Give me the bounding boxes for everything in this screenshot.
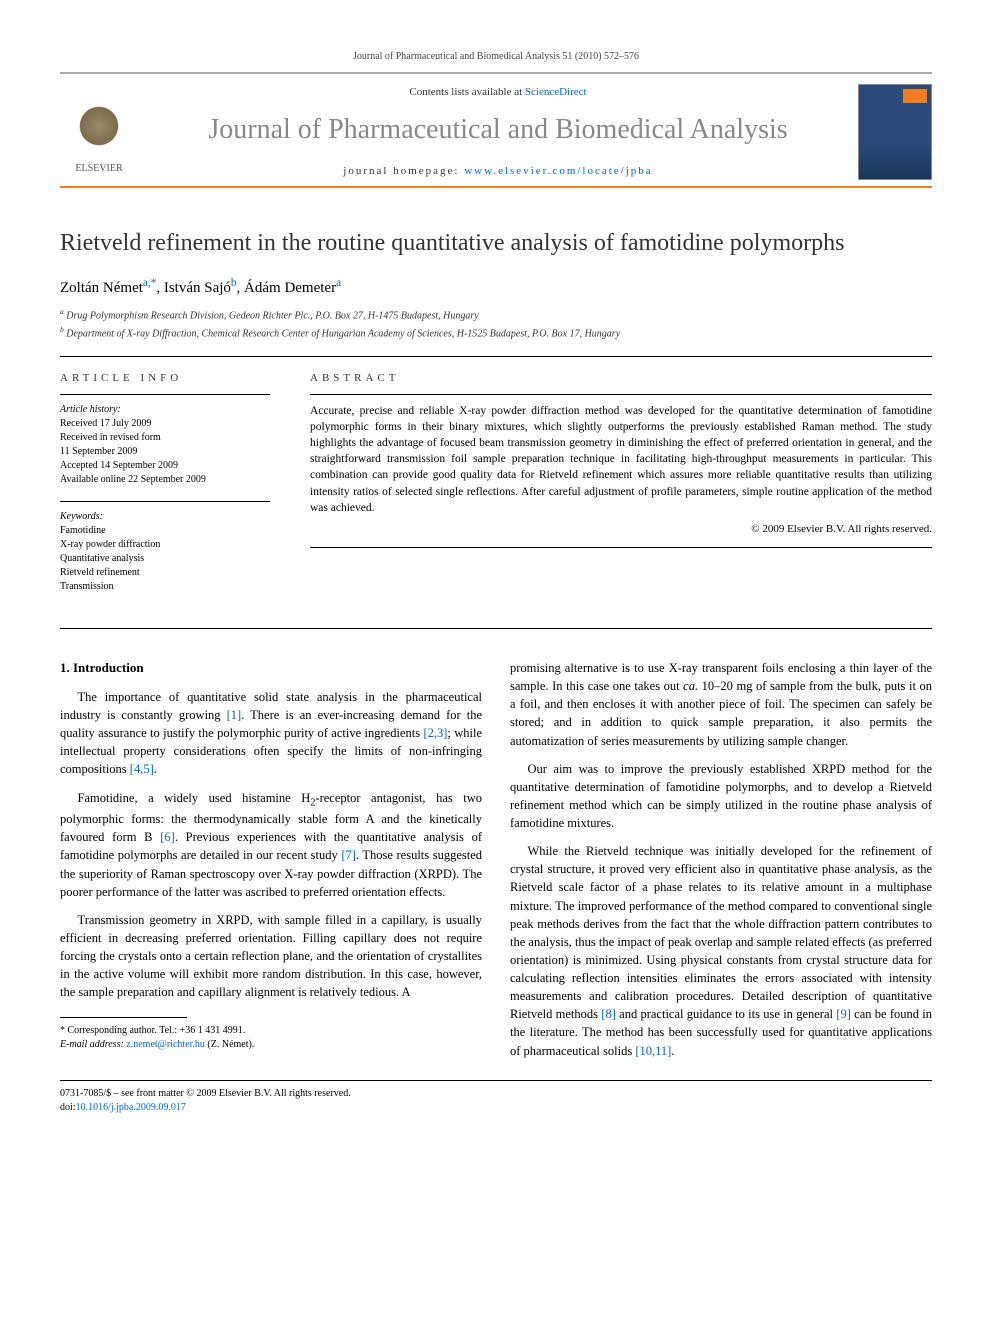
sciencedirect-link[interactable]: ScienceDirect — [525, 86, 587, 98]
journal-homepage-link[interactable]: www.elsevier.com/locate/jpba — [464, 165, 652, 177]
paragraph: While the Rietveld technique was initial… — [510, 842, 932, 1060]
article-info-head: article info — [60, 371, 270, 386]
divider — [60, 356, 932, 357]
keyword: Famotidine — [60, 525, 106, 536]
abstract-text: Accurate, precise and reliable X-ray pow… — [310, 403, 932, 516]
paragraph: promising alternative is to use X-ray tr… — [510, 659, 932, 750]
right-column: promising alternative is to use X-ray tr… — [510, 659, 932, 1070]
citation-link[interactable]: [8] — [601, 1007, 616, 1021]
corresponding-author-footnote: * Corresponding author. Tel.: +36 1 431 … — [60, 1024, 482, 1052]
article-title: Rietveld refinement in the routine quant… — [60, 228, 932, 258]
author-list: Zoltán Németa,*, István Sajób, Ádám Deme… — [60, 276, 932, 299]
history-line: 11 September 2009 — [60, 446, 137, 457]
footer-rule — [60, 1080, 932, 1081]
homepage-prefix: journal homepage: — [343, 165, 464, 177]
contents-line: Contents lists available at ScienceDirec… — [154, 85, 842, 100]
section-heading: 1. Introduction — [60, 659, 482, 678]
history-line: Received in revised form — [60, 432, 161, 443]
citation-link[interactable]: [4,5] — [130, 762, 154, 776]
author: Ádám Demetera — [244, 280, 341, 296]
elsevier-logo: ELSEVIER — [60, 88, 138, 176]
keyword: Rietveld refinement — [60, 567, 140, 578]
keywords-label: Keywords: — [60, 511, 103, 522]
footnote-rule — [60, 1017, 187, 1018]
publisher-label: ELSEVIER — [75, 162, 122, 176]
history-line: Accepted 14 September 2009 — [60, 460, 178, 471]
homepage-line: journal homepage: www.elsevier.com/locat… — [154, 164, 842, 179]
email-link[interactable]: z.nemet@richter.hu — [126, 1039, 205, 1050]
paragraph: Our aim was to improve the previously es… — [510, 760, 932, 833]
history-label: Article history: — [60, 404, 121, 415]
citation-link[interactable]: [10,11] — [635, 1044, 671, 1058]
citation-link[interactable]: [2,3] — [423, 726, 447, 740]
article-info-block: article info Article history: Received 1… — [60, 371, 270, 608]
journal-banner: ELSEVIER Contents lists available at Sci… — [60, 72, 932, 188]
body-columns: 1. Introduction The importance of quanti… — [60, 659, 932, 1070]
citation-link[interactable]: [1] — [227, 708, 242, 722]
abstract-head: abstract — [310, 371, 932, 386]
history-line: Received 17 July 2009 — [60, 418, 151, 429]
keyword: Quantitative analysis — [60, 553, 144, 564]
citation-link[interactable]: [6] — [160, 830, 175, 844]
paragraph: Transmission geometry in XRPD, with samp… — [60, 911, 482, 1002]
keyword: X-ray powder diffraction — [60, 539, 160, 550]
citation-link[interactable]: [7] — [341, 848, 356, 862]
contents-prefix: Contents lists available at — [409, 86, 524, 98]
affiliation: b Department of X-ray Diffraction, Chemi… — [60, 325, 932, 341]
journal-name: Journal of Pharmaceutical and Biomedical… — [154, 110, 842, 149]
running-head: Journal of Pharmaceutical and Biomedical… — [60, 50, 932, 64]
journal-cover-thumbnail — [858, 84, 932, 180]
divider — [60, 628, 932, 629]
affiliation: a Drug Polymorphism Research Division, G… — [60, 307, 932, 323]
author: Zoltán Németa,* — [60, 280, 156, 296]
abstract-block: abstract Accurate, precise and reliable … — [310, 371, 932, 608]
citation-link[interactable]: [9] — [836, 1007, 851, 1021]
abstract-copyright: © 2009 Elsevier B.V. All rights reserved… — [310, 522, 932, 537]
keyword: Transmission — [60, 581, 114, 592]
paragraph: The importance of quantitative solid sta… — [60, 688, 482, 779]
left-column: 1. Introduction The importance of quanti… — [60, 659, 482, 1070]
page-footer: 0731-7085/$ – see front matter © 2009 El… — [60, 1087, 932, 1115]
history-line: Available online 22 September 2009 — [60, 474, 206, 485]
elsevier-tree-icon — [69, 102, 129, 162]
paragraph: Famotidine, a widely used histamine H2-r… — [60, 789, 482, 901]
doi-link[interactable]: 10.1016/j.jpba.2009.09.017 — [76, 1102, 186, 1113]
author: István Sajób — [164, 280, 237, 296]
